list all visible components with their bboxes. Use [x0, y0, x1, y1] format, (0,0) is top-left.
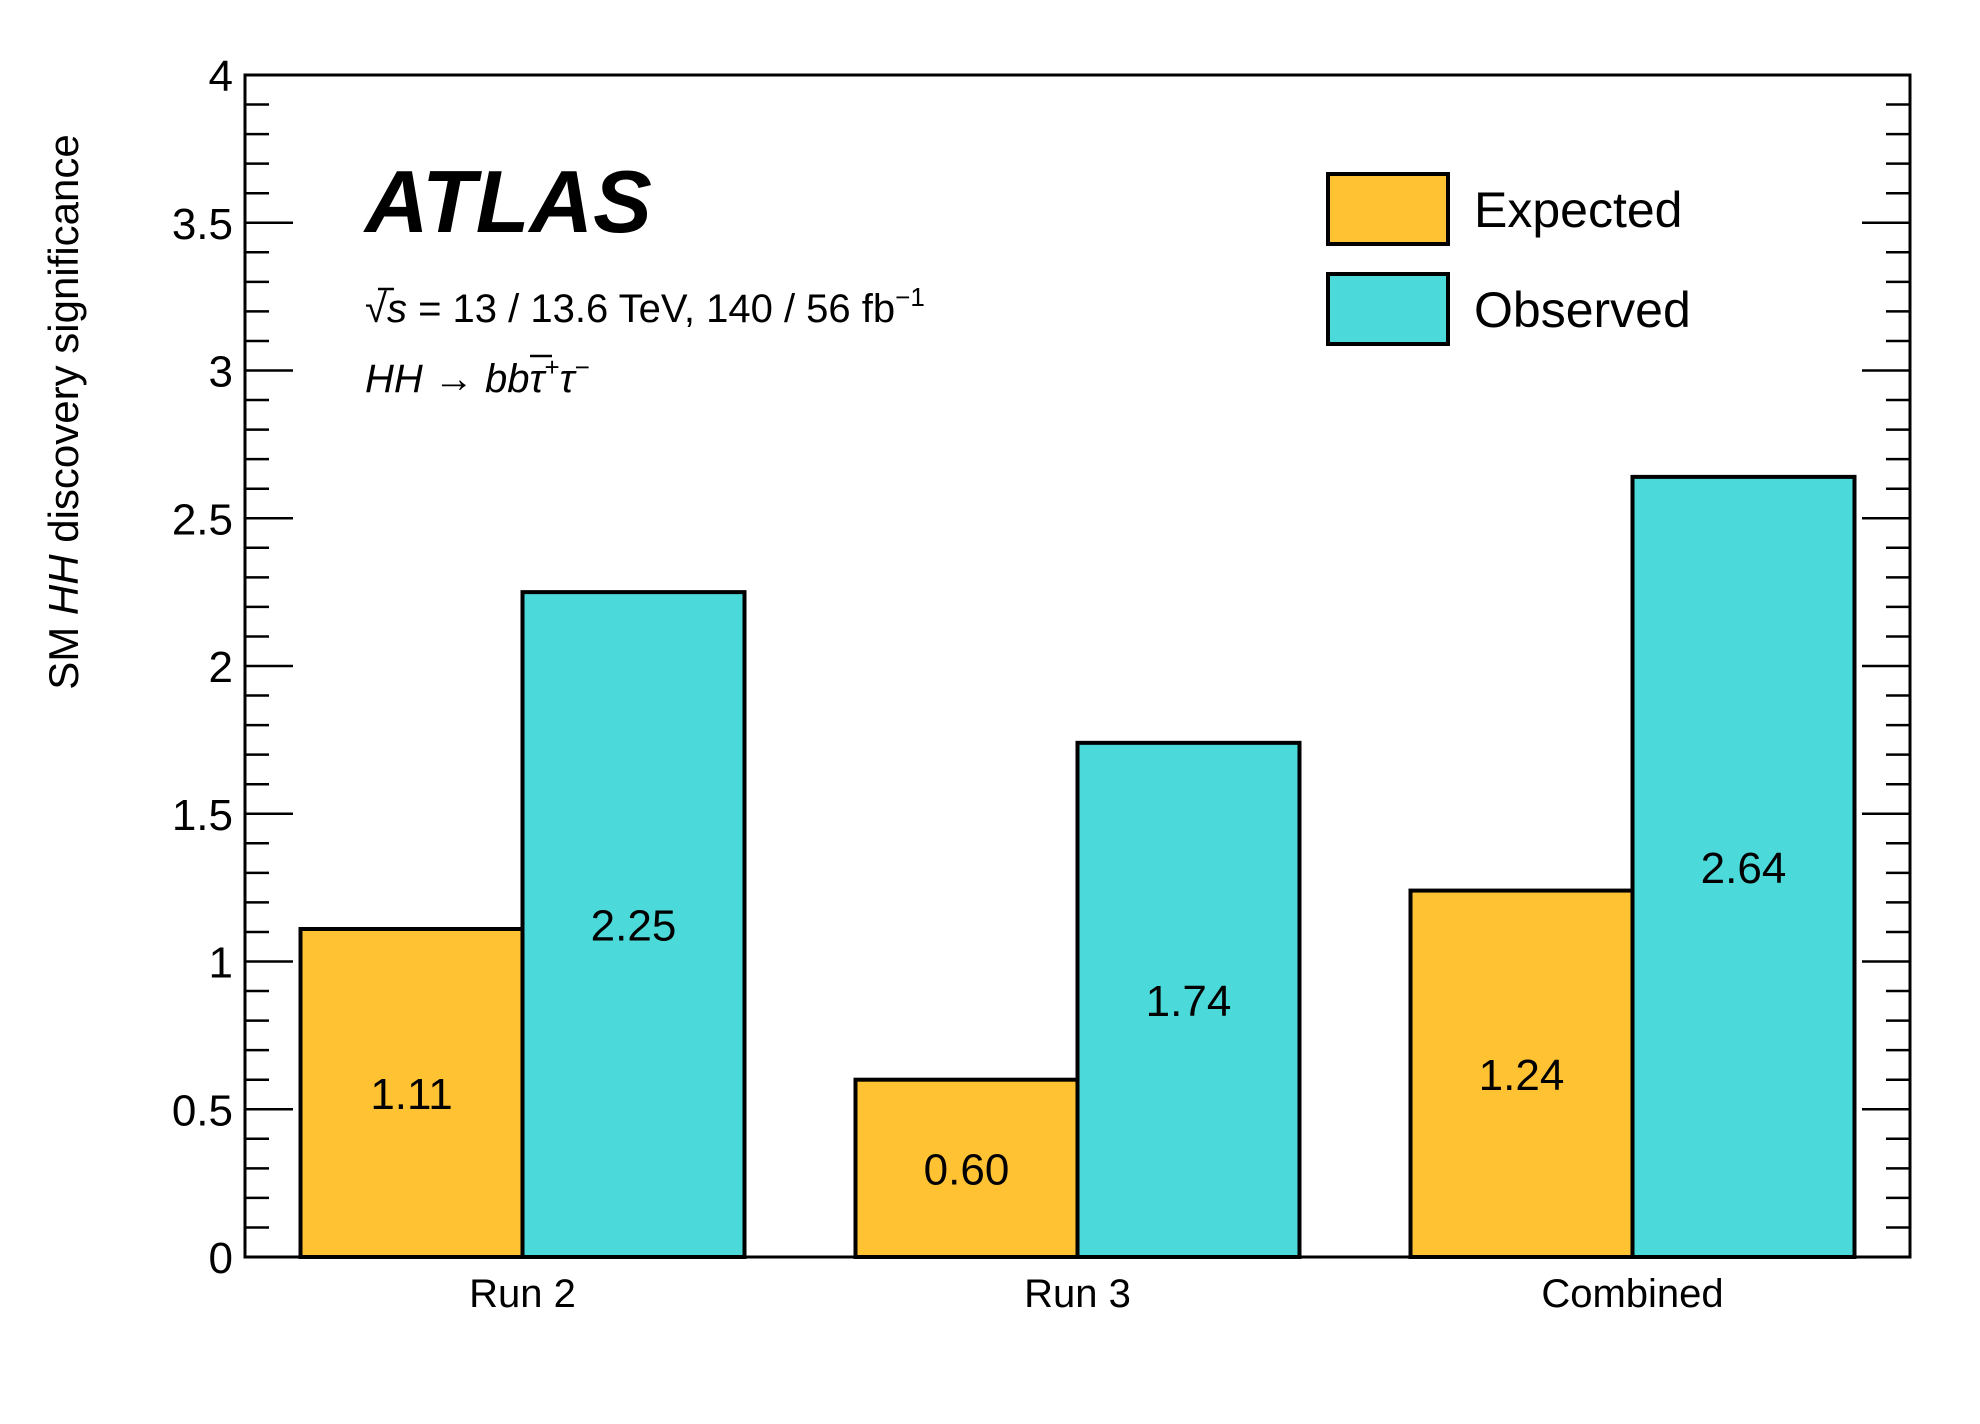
- value-label-expected-2: 0.60: [924, 1145, 1010, 1194]
- y-axis-title-part-2: HH: [40, 554, 87, 615]
- category-labels: Run 2 Run 3 Combined: [469, 1272, 1724, 1316]
- y-axis-title-part-3: discovery significance: [40, 134, 87, 554]
- y-axis-title: SM HH discovery significance: [40, 134, 87, 690]
- process-hh: HH: [365, 357, 423, 401]
- category-label: Combined: [1541, 1272, 1723, 1316]
- bars: [298, 474, 1857, 1260]
- bar-observed-1: [520, 590, 747, 1259]
- process-tau-plus: τ: [530, 357, 548, 401]
- process-arrow: →: [423, 357, 485, 401]
- process-tau-plus-sup: +: [544, 352, 559, 382]
- value-labels: 1.11 2.25 0.60 1.74 1.24 2.64: [370, 844, 1786, 1194]
- lumi-exponent: −1: [895, 282, 925, 312]
- y-tick-label: 1: [209, 939, 233, 988]
- value-label-observed-1: 2.25: [591, 902, 677, 951]
- process-text: HH → bbτ+τ−: [365, 352, 590, 401]
- value-label-observed-3: 2.64: [1701, 844, 1787, 893]
- y-tick-label: 1.5: [172, 791, 233, 840]
- energy-luminosity-text: √s = 13 / 13.6 TeV, 140 / 56 fb−1: [365, 282, 925, 331]
- process-tau-minus: τ: [560, 357, 578, 401]
- bar-observed-3: [1630, 474, 1857, 1259]
- atlas-label: ATLAS: [363, 152, 652, 251]
- y-tick-label: 2: [209, 643, 233, 692]
- value-label-expected-3: 1.24: [1479, 1051, 1565, 1100]
- legend: Expected Observed: [1326, 172, 1691, 346]
- process-bbar: b: [507, 357, 529, 401]
- sqrt-s: s: [387, 287, 407, 331]
- bar-expected-3: [1408, 888, 1635, 1260]
- category-label: Run 2: [469, 1272, 576, 1316]
- y-tick-label: 2.5: [172, 495, 233, 544]
- process-tau-minus-sup: −: [575, 352, 590, 382]
- energy-text: = 13 / 13.6 TeV, 140 / 56 fb: [407, 287, 895, 331]
- process-b: b: [485, 357, 507, 401]
- legend-swatch-observed: [1326, 272, 1450, 346]
- category-label: Run 3: [1024, 1272, 1131, 1316]
- y-axis-title-part-1: SM: [40, 615, 87, 690]
- y-tick-label: 0.5: [172, 1086, 233, 1135]
- bar-observed-2: [1075, 740, 1302, 1259]
- legend-label-observed: Observed: [1474, 282, 1691, 338]
- value-label-observed-2: 1.74: [1146, 977, 1232, 1026]
- y-tick-label: 4: [209, 52, 233, 101]
- sqrt-symbol: √: [365, 287, 387, 331]
- bar-expected-1: [298, 926, 525, 1259]
- y-tick-label: 3.5: [172, 200, 233, 249]
- y-tick-label: 3: [209, 348, 233, 397]
- legend-swatch-expected: [1326, 172, 1450, 246]
- value-label-expected-1: 1.11: [370, 1070, 452, 1119]
- y-tick-label: 0: [209, 1234, 233, 1283]
- y-axis-ticks: [245, 73, 1910, 1259]
- y-axis-tick-labels: 0 0.5 1 1.5 2 2.5 3 3.5 4: [172, 52, 233, 1283]
- legend-label-expected: Expected: [1474, 182, 1682, 238]
